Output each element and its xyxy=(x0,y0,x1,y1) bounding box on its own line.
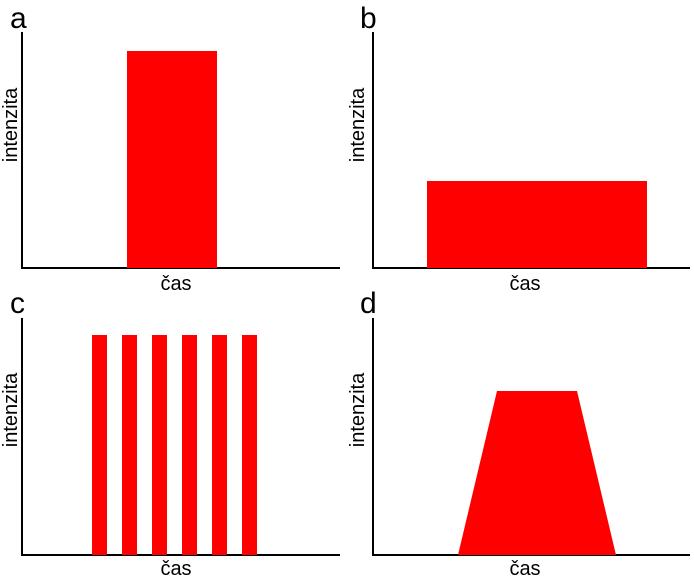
panel-b-x-axis-title: čas xyxy=(509,273,540,295)
panel-d-y-axis-title: intenzita xyxy=(347,372,369,447)
panel-c-x-axis-title: čas xyxy=(160,558,191,577)
panel-b: b intenzita čas xyxy=(347,2,690,295)
panel-c-pulse-4 xyxy=(182,335,197,555)
panel-c-pulse-3 xyxy=(152,335,167,555)
panel-b-y-axis-title: intenzita xyxy=(347,87,369,162)
panel-b-pulse xyxy=(427,181,647,268)
panel-a-pulse xyxy=(127,51,217,268)
panel-c-pulse-1 xyxy=(92,335,107,555)
panel-c-y-axis-title: intenzita xyxy=(0,372,22,447)
panel-c-pulse-5 xyxy=(212,335,227,555)
panel-b-letter: b xyxy=(360,2,377,35)
panel-d-pulse xyxy=(458,391,616,555)
panel-c: c intenzita čas xyxy=(0,287,340,577)
panel-a-x-axis-title: čas xyxy=(160,273,191,295)
panel-a-letter: a xyxy=(10,2,27,35)
panel-d-letter: d xyxy=(360,287,377,320)
panel-a: a intenzita čas xyxy=(0,2,340,295)
panel-d: d intenzita čas xyxy=(347,287,690,577)
panel-c-pulse-train xyxy=(92,335,257,555)
panel-c-pulse-2 xyxy=(122,335,137,555)
panel-c-pulse-6 xyxy=(242,335,257,555)
panel-c-letter: c xyxy=(10,287,25,320)
panel-d-x-axis-title: čas xyxy=(509,558,540,577)
panel-a-y-axis-title: intenzita xyxy=(0,87,22,162)
